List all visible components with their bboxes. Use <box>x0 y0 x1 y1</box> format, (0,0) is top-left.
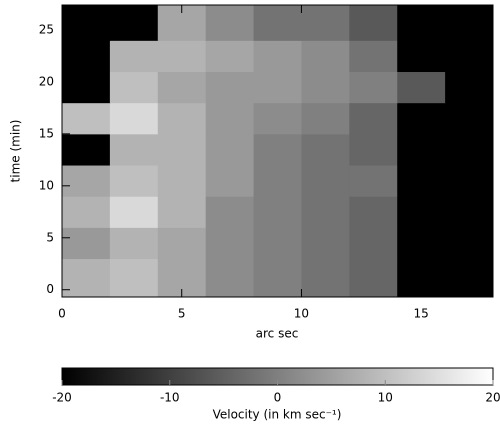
heat-cell <box>109 258 159 298</box>
heat-cell <box>205 71 255 104</box>
heat-cell <box>109 40 159 73</box>
colorbar-tick-label: 20 <box>485 391 500 405</box>
heat-cell <box>301 102 350 135</box>
heat-cell <box>157 102 207 135</box>
heat-cell <box>205 102 255 135</box>
heat-cell <box>253 196 302 228</box>
heat-cell <box>397 40 446 73</box>
heat-cell <box>445 227 494 260</box>
heat-cell <box>445 71 494 104</box>
heat-cell <box>205 227 255 260</box>
heat-cell <box>349 133 398 166</box>
heat-cell <box>205 133 255 166</box>
colorbar-tick-label: 0 <box>274 391 282 405</box>
x-tick-label: 5 <box>178 307 186 321</box>
heat-cell <box>109 196 159 228</box>
heat-cell <box>349 5 398 41</box>
heat-cell <box>205 40 255 73</box>
heat-cell <box>62 40 111 73</box>
heat-cell <box>62 258 111 298</box>
heat-cell <box>109 133 159 166</box>
y-tick-label: 0 <box>46 282 54 296</box>
heat-cell <box>397 102 446 135</box>
colorbar-tick-label: -10 <box>160 391 180 405</box>
heat-cell <box>445 133 494 166</box>
heat-cell <box>109 102 159 135</box>
heat-cell <box>109 227 159 260</box>
heat-cell <box>157 40 207 73</box>
heat-cell <box>301 165 350 197</box>
heat-cell <box>62 196 111 228</box>
heat-cell <box>205 258 255 298</box>
heat-cell <box>253 71 302 104</box>
heat-cell <box>397 227 446 260</box>
heat-cell <box>157 71 207 104</box>
heat-cell <box>349 258 398 298</box>
heat-cell <box>397 71 446 104</box>
heat-cell <box>445 258 494 298</box>
heat-cell <box>301 133 350 166</box>
heat-cell <box>349 40 398 73</box>
heat-cell <box>205 5 255 41</box>
heat-cell <box>62 71 111 104</box>
y-tick-label: 5 <box>46 230 54 244</box>
heat-cell <box>349 196 398 228</box>
colorbar-tick-label: 10 <box>378 391 393 405</box>
heat-cell <box>445 102 494 135</box>
heat-cell <box>301 258 350 298</box>
heat-cell <box>205 165 255 197</box>
y-axis-label: time (min) <box>9 120 23 183</box>
heat-cell <box>157 196 207 228</box>
y-tick-label: 15 <box>39 126 54 140</box>
heat-cell <box>301 227 350 260</box>
colorbar-tick-label: -20 <box>52 391 72 405</box>
heat-cell <box>205 196 255 228</box>
heat-cell <box>349 71 398 104</box>
heat-cell <box>62 227 111 260</box>
y-tick-label: 10 <box>39 178 54 192</box>
heat-cell <box>349 165 398 197</box>
heat-cell <box>62 5 111 41</box>
y-tick-label: 25 <box>39 22 54 36</box>
colorbar-label: Velocity (in km sec⁻¹) <box>213 408 342 422</box>
heat-cell <box>62 165 111 197</box>
heat-cell <box>62 133 111 166</box>
heat-cell <box>301 40 350 73</box>
heat-cell <box>301 71 350 104</box>
heat-cell <box>253 5 302 41</box>
plot-frame <box>61 4 494 298</box>
heat-cell <box>397 133 446 166</box>
heat-cell <box>157 133 207 166</box>
heat-cell <box>109 165 159 197</box>
heat-cell <box>109 5 159 41</box>
heat-cell <box>349 102 398 135</box>
heat-cell <box>157 227 207 260</box>
heat-cell <box>109 71 159 104</box>
x-axis-label: arc sec <box>256 327 299 341</box>
heat-cell <box>397 165 446 197</box>
heat-cell <box>253 102 302 135</box>
heat-cell <box>253 258 302 298</box>
x-tick-label: 0 <box>58 307 66 321</box>
heat-cell <box>253 133 302 166</box>
heat-cell <box>301 5 350 41</box>
heat-cell <box>445 196 494 228</box>
heat-cell <box>445 5 494 41</box>
heat-cell <box>253 227 302 260</box>
heat-cell <box>445 40 494 73</box>
heat-cell <box>253 165 302 197</box>
y-tick-label: 20 <box>39 74 54 88</box>
heat-cell <box>253 40 302 73</box>
heat-cell <box>62 102 111 135</box>
heat-cell <box>301 196 350 228</box>
heat-cell <box>157 165 207 197</box>
heat-cell <box>445 165 494 197</box>
x-tick-label: 10 <box>294 307 309 321</box>
x-tick-label: 15 <box>414 307 429 321</box>
heat-cell <box>397 196 446 228</box>
heat-cell <box>349 227 398 260</box>
